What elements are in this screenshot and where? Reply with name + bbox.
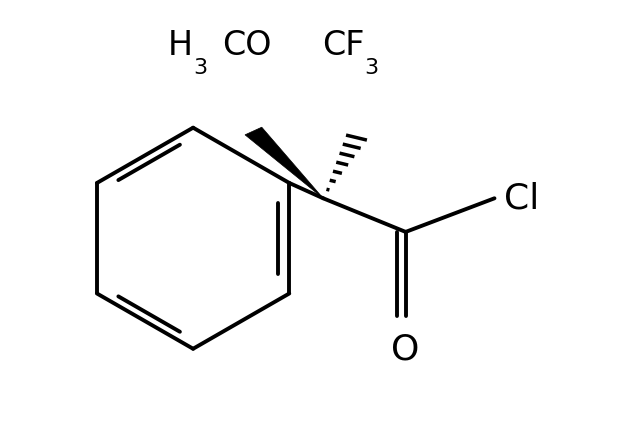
Text: Cl: Cl — [504, 181, 540, 215]
Text: 3: 3 — [364, 58, 378, 78]
Text: O: O — [392, 333, 420, 367]
Text: CF: CF — [322, 29, 364, 62]
Text: 3: 3 — [193, 58, 207, 78]
Text: H: H — [168, 29, 193, 62]
Polygon shape — [245, 127, 323, 198]
Text: CO: CO — [221, 29, 271, 62]
